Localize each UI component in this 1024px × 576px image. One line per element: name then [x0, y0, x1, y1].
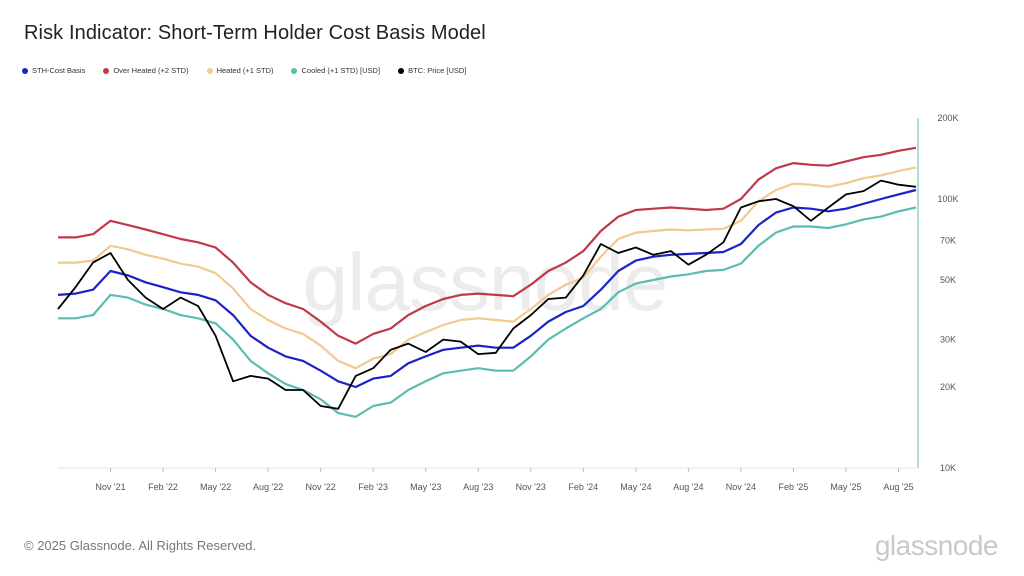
x-tick-label: Nov '23 — [516, 482, 546, 492]
x-tick-label: Nov '24 — [726, 482, 756, 492]
x-tick-label: May '25 — [830, 482, 861, 492]
y-axis: 10K 20K 30K 50K 70K 100K 200K — [917, 113, 959, 473]
y-tick-label: 100K — [937, 194, 958, 204]
y-tick-label: 70K — [940, 236, 956, 246]
x-tick-label: May '23 — [410, 482, 441, 492]
legend-item[interactable]: Heated (+1 STD) — [206, 66, 274, 75]
x-tick-label: Aug '23 — [463, 482, 493, 492]
legend-label: STH-Cost Basis — [32, 66, 86, 75]
legend-label: Heated (+1 STD) — [216, 66, 274, 75]
x-tick-label: Feb '23 — [358, 482, 388, 492]
chart-title: Risk Indicator: Short-Term Holder Cost B… — [24, 22, 486, 44]
legend-label: Over Heated (+2 STD) — [113, 66, 189, 75]
legend-label: Cooled (+1 STD) [USD] — [301, 66, 381, 75]
legend-swatch — [206, 67, 213, 74]
x-tick-label: Aug '25 — [883, 482, 913, 492]
x-tick-label: Nov '22 — [306, 482, 336, 492]
legend-item[interactable]: Over Heated (+2 STD) — [103, 66, 189, 75]
legend-item[interactable]: BTC: Price [USD] — [398, 66, 466, 75]
legend-label: BTC: Price [USD] — [408, 66, 467, 75]
legend-item[interactable]: Cooled (+1 STD) [USD] — [291, 66, 380, 75]
legend-item[interactable]: STH-Cost Basis — [22, 66, 85, 75]
series-line-sth-cost-basis[interactable] — [57, 188, 917, 389]
x-tick-label: Feb '22 — [148, 482, 178, 492]
x-tick-label: Feb '25 — [779, 482, 809, 492]
series-line-btc-price-usd[interactable] — [57, 179, 917, 410]
y-tick-label: 30K — [940, 335, 956, 345]
x-tick-label: Aug '22 — [253, 482, 283, 492]
y-tick-label: 10K — [940, 463, 956, 473]
series-layer — [57, 146, 917, 418]
x-tick-label: Aug '24 — [673, 482, 703, 492]
y-tick-label: 200K — [937, 113, 958, 123]
legend-swatch — [103, 67, 110, 74]
legend: STH-Cost Basis Over Heated (+2 STD) Heated… — [22, 66, 466, 75]
x-tick-label: May '24 — [620, 482, 651, 492]
legend-swatch — [291, 67, 298, 74]
series-line-over-heated-2-std[interactable] — [58, 146, 917, 345]
legend-swatch — [398, 67, 405, 74]
y-tick-label: 50K — [940, 275, 956, 285]
y-tick-label: 20K — [940, 382, 956, 392]
legend-swatch — [22, 67, 28, 74]
x-tick-label: May '22 — [200, 482, 231, 492]
series-line-heated-1-std[interactable] — [58, 166, 917, 370]
copyright-footer: © 2025 Glassnode. All Rights Reserved. — [24, 538, 257, 553]
x-tick-label: Nov '21 — [95, 482, 125, 492]
x-axis: Nov '21 Feb '22 May '22 Aug '22 Nov '22 Feb '… — [58, 467, 918, 492]
x-tick-label: Feb '24 — [568, 482, 598, 492]
series-line-cooled-1-std-usd[interactable] — [58, 206, 917, 418]
glassnode-logo: glassnode — [874, 530, 999, 561]
